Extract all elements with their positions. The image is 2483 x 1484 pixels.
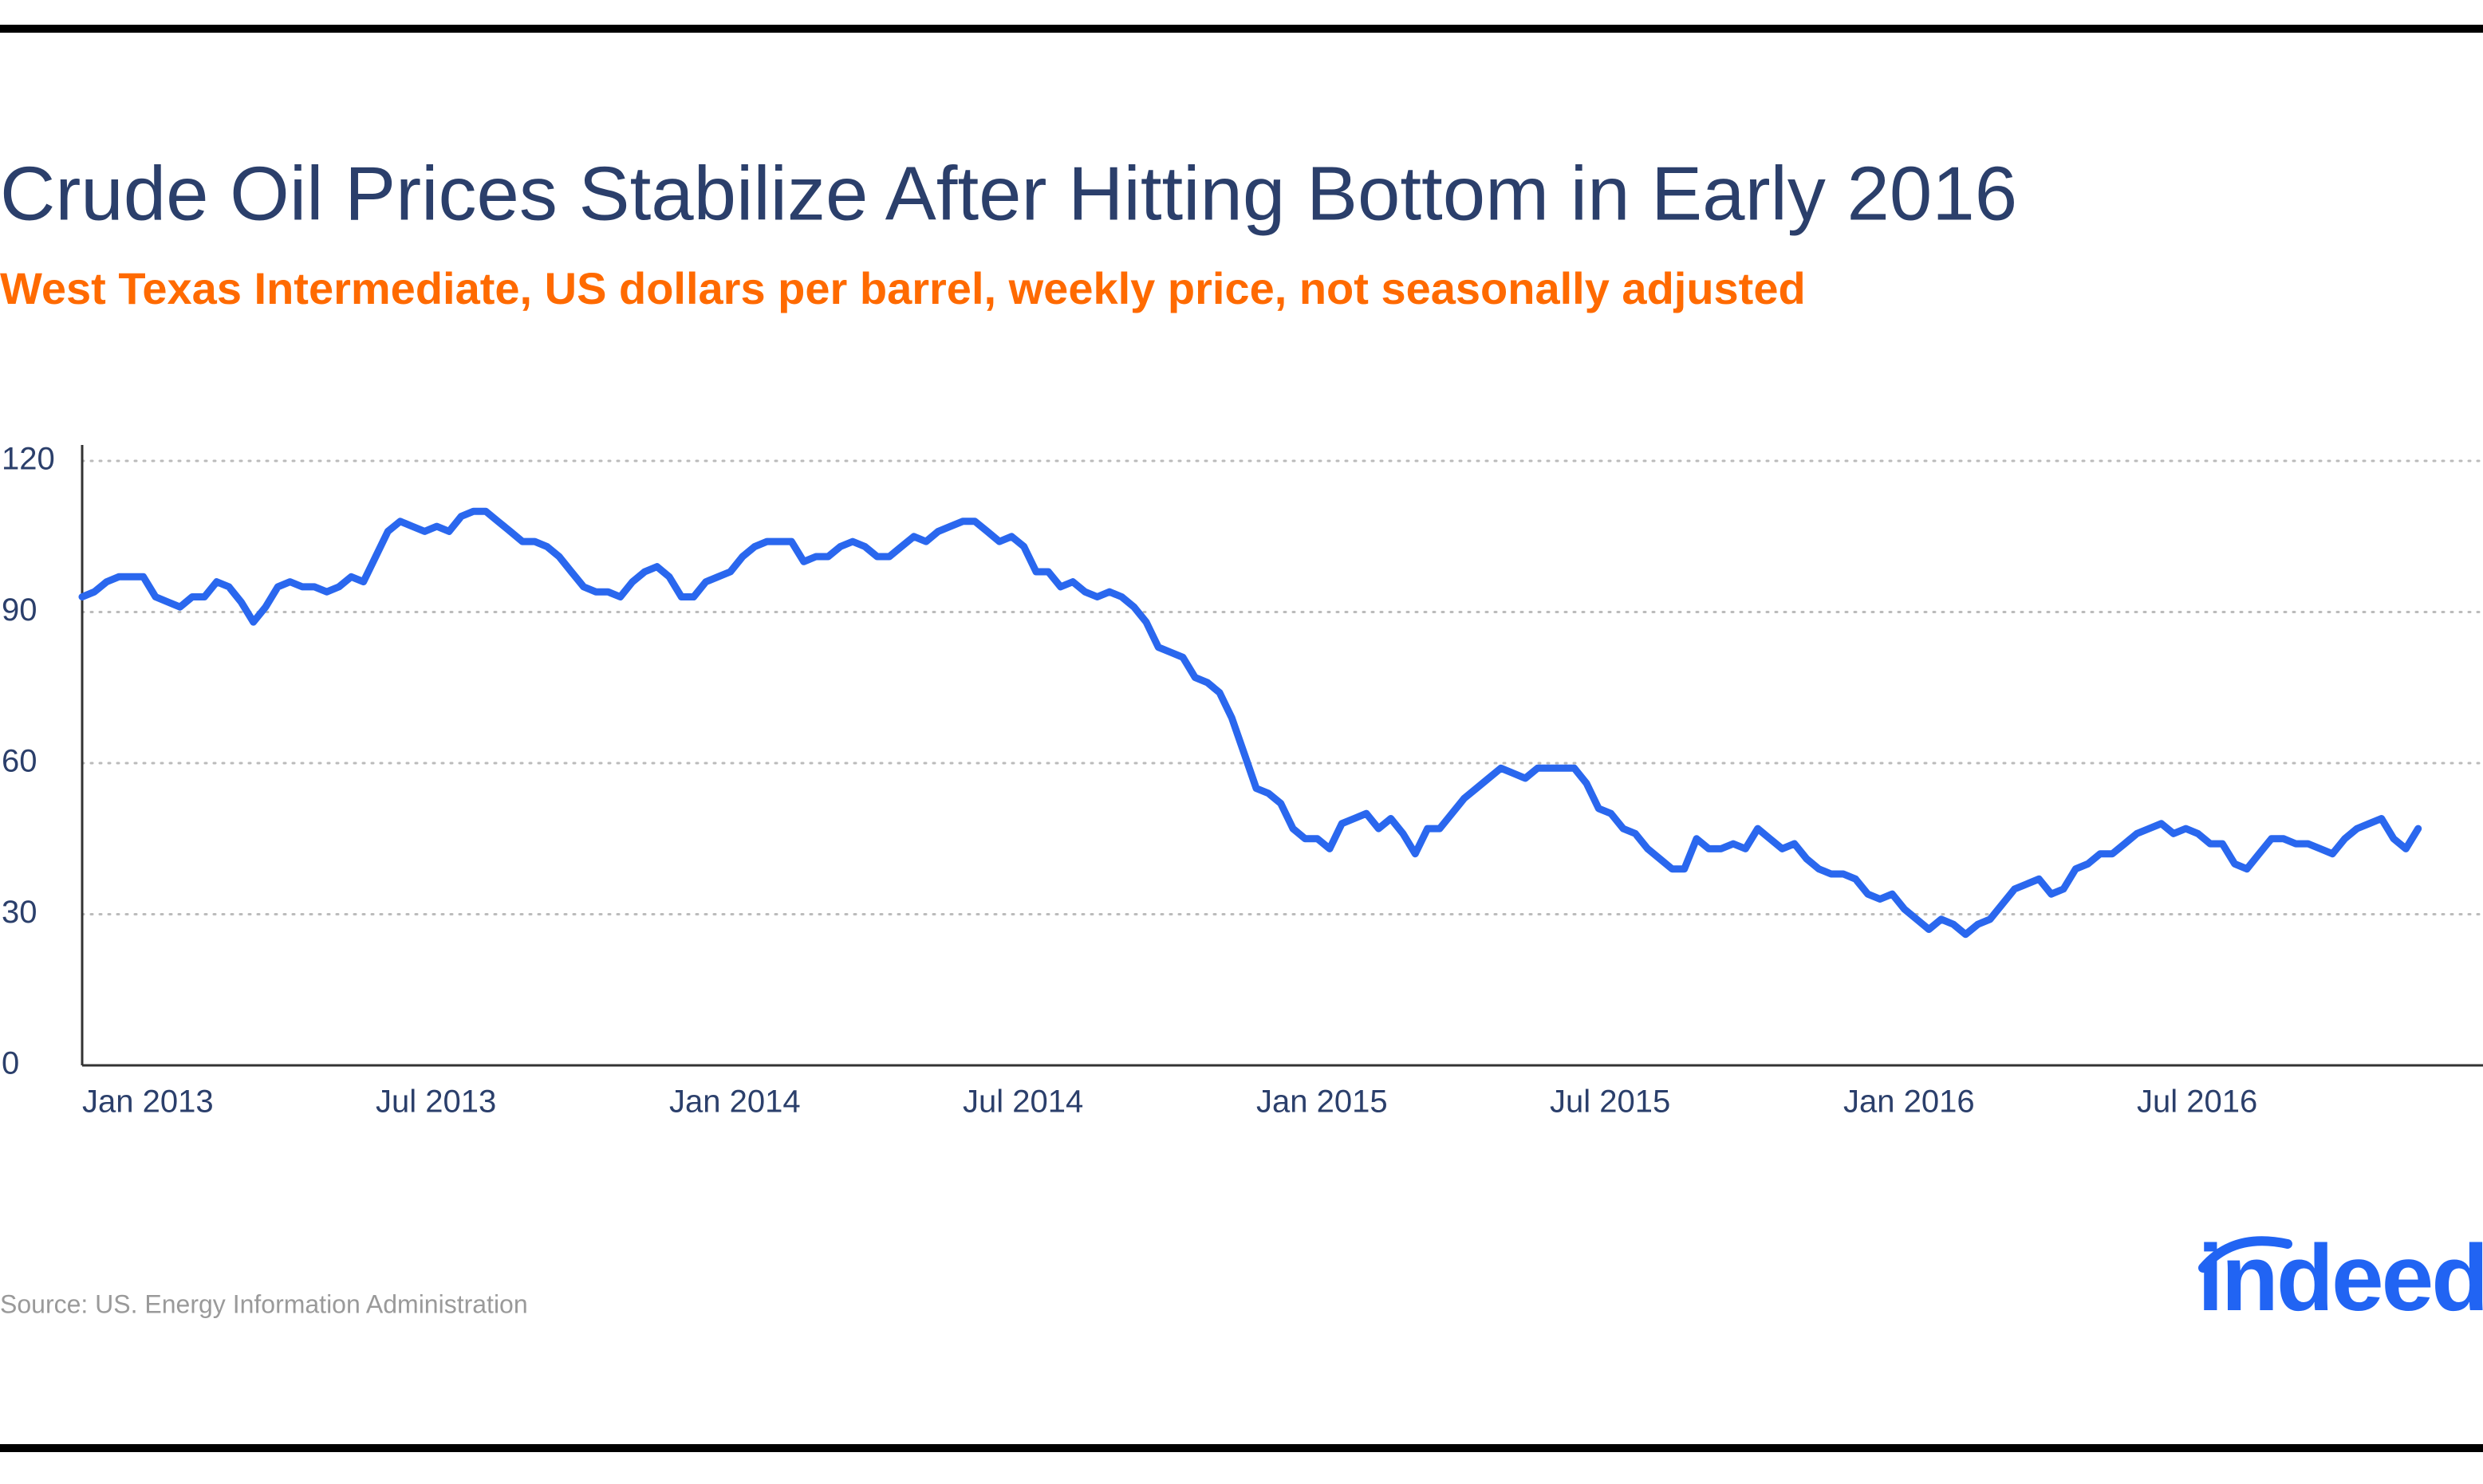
top-rule [0, 25, 2483, 33]
x-tick-label: Jan 2016 [1843, 1084, 1975, 1120]
logo: indeed [2197, 1226, 2483, 1331]
y-tick-label: 0 [2, 1046, 19, 1081]
x-tick-label: Jan 2015 [1256, 1084, 1388, 1120]
source-note: Source: US. Energy Information Administr… [0, 1289, 528, 1318]
x-tick-label: Jan 2013 [82, 1084, 214, 1120]
chart-title: Crude Oil Prices Stabilize After Hitting… [0, 151, 2017, 236]
bottom-rule [0, 1444, 2483, 1452]
y-tick-label: 90 [2, 592, 37, 628]
y-tick-label: 120 [2, 442, 55, 477]
x-tick-label: Jan 2014 [669, 1084, 801, 1120]
y-tick-label: 30 [2, 895, 37, 930]
x-tick-label: Jul 2015 [1550, 1084, 1670, 1120]
x-tick-label: Jul 2014 [963, 1084, 1083, 1120]
x-tick-label: Jul 2016 [2137, 1084, 2257, 1120]
y-tick-label: 60 [2, 744, 37, 779]
x-tick-label: Jul 2013 [376, 1084, 496, 1120]
chart-subtitle: West Texas Intermediate, US dollars per … [0, 263, 1806, 313]
logo-arc [2198, 1236, 2292, 1273]
price-line [78, 507, 2422, 939]
